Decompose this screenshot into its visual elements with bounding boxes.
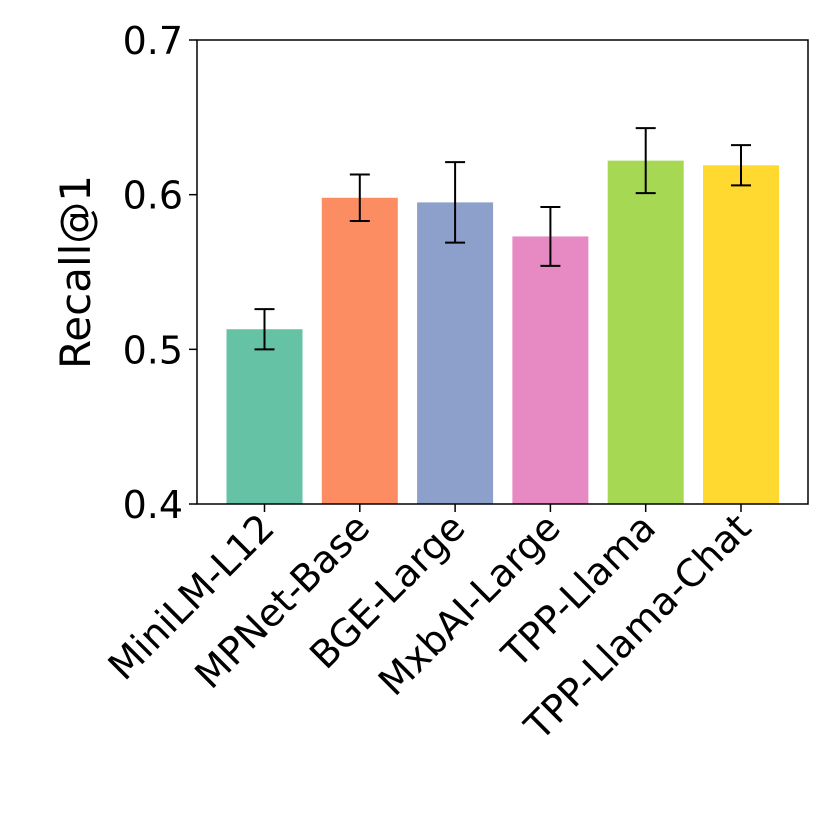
error-bar-mxbai-large xyxy=(540,206,561,267)
error-bar-tpp-llama-chat xyxy=(731,144,751,187)
error-bar-mpnet-base xyxy=(349,173,370,222)
bar-bge-large xyxy=(417,202,494,504)
error-bars xyxy=(254,127,751,351)
y-tick-label: 0.5 xyxy=(123,328,183,372)
y-axis-title: Recall@1 xyxy=(51,175,100,369)
bar-mxbai-large xyxy=(512,236,589,504)
y-tick-label: 0.6 xyxy=(123,174,183,218)
error-bar-bge-large xyxy=(445,161,466,244)
bar-mpnet-base xyxy=(321,197,398,504)
y-tick-label: 0.7 xyxy=(123,19,183,63)
x-axis: MiniLM-L12MPNet-BaseBGE-LargeMxbAI-Large… xyxy=(100,504,759,749)
bar-tpp-llama-chat xyxy=(703,165,779,504)
y-tick-label: 0.4 xyxy=(123,483,183,527)
error-bar-minilm-l12 xyxy=(254,308,275,351)
bars xyxy=(226,160,779,504)
y-axis: 0.4 0.5 0.6 0.7 xyxy=(123,19,197,527)
bar-tpp-llama xyxy=(607,160,684,504)
error-bar-tpp-llama xyxy=(635,127,656,195)
plot-frame xyxy=(196,39,809,505)
bar-minilm-l12 xyxy=(226,329,303,504)
